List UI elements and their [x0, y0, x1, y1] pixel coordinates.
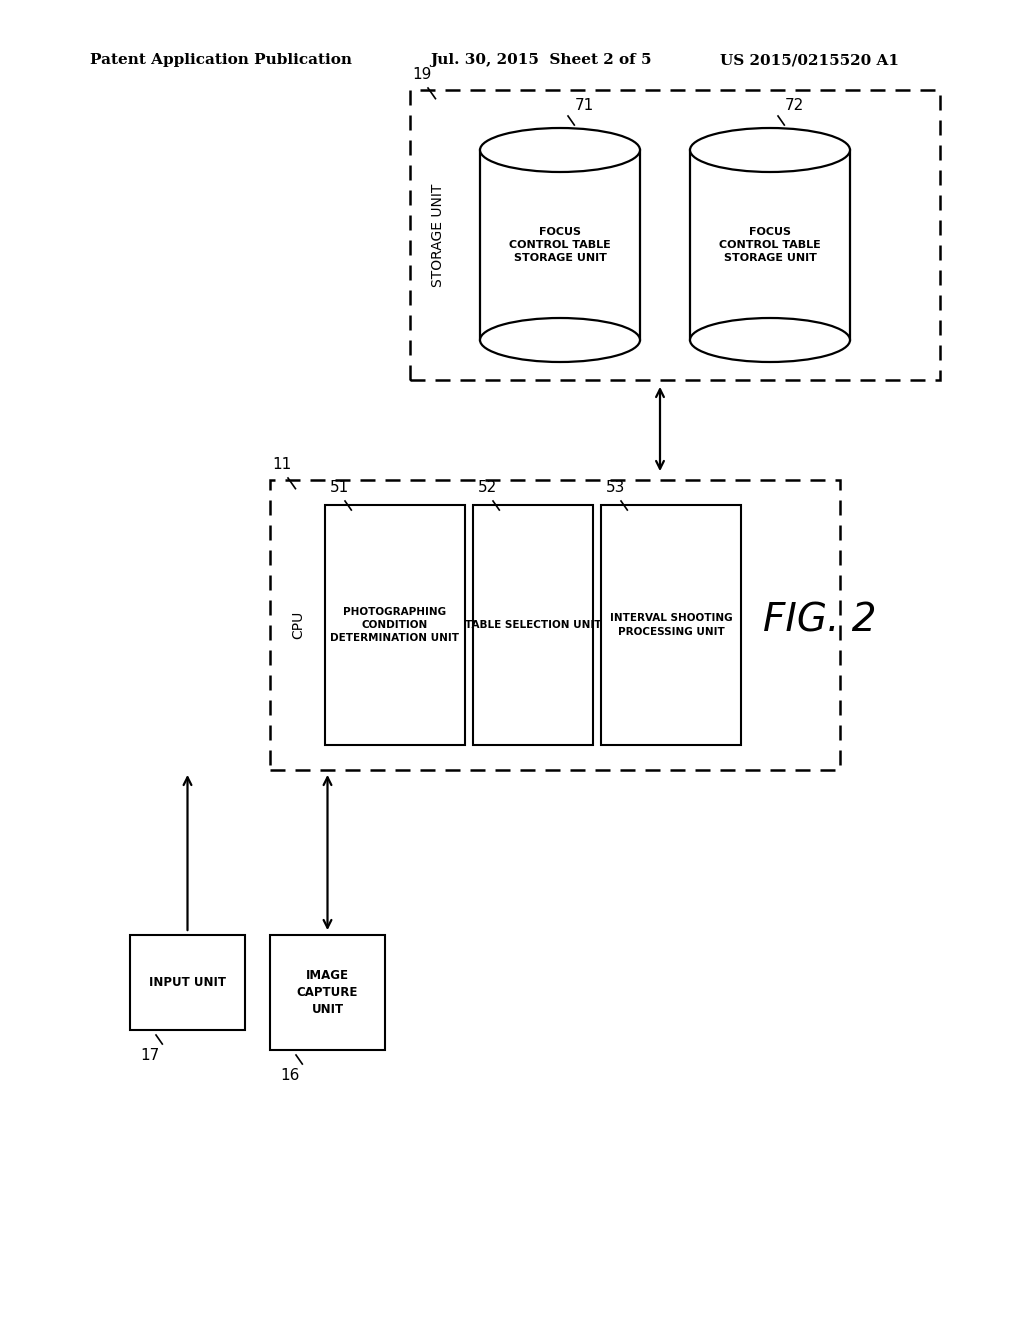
Text: 53: 53 — [606, 480, 626, 495]
Ellipse shape — [690, 318, 850, 362]
Text: INPUT UNIT: INPUT UNIT — [150, 975, 226, 989]
Text: 51: 51 — [330, 480, 349, 495]
Text: FOCUS
CONTROL TABLE
STORAGE UNIT: FOCUS CONTROL TABLE STORAGE UNIT — [509, 227, 611, 263]
Ellipse shape — [480, 318, 640, 362]
Text: TABLE SELECTION UNIT: TABLE SELECTION UNIT — [465, 620, 601, 630]
Text: 71: 71 — [575, 98, 594, 114]
Text: 72: 72 — [785, 98, 804, 114]
Ellipse shape — [690, 128, 850, 172]
Bar — [270, 935, 385, 1049]
Text: 11: 11 — [272, 457, 291, 473]
Bar — [325, 506, 465, 744]
Text: FIG. 2: FIG. 2 — [763, 601, 877, 639]
Text: STORAGE UNIT: STORAGE UNIT — [431, 183, 445, 286]
Bar — [690, 150, 850, 341]
Bar — [473, 506, 593, 744]
Bar — [410, 90, 940, 380]
Text: 16: 16 — [280, 1068, 299, 1082]
Bar — [130, 935, 245, 1030]
Text: 52: 52 — [478, 480, 498, 495]
Text: Patent Application Publication: Patent Application Publication — [90, 53, 352, 67]
Text: FOCUS
CONTROL TABLE
STORAGE UNIT: FOCUS CONTROL TABLE STORAGE UNIT — [719, 227, 821, 263]
Text: Jul. 30, 2015  Sheet 2 of 5: Jul. 30, 2015 Sheet 2 of 5 — [430, 53, 651, 67]
Text: PHOTOGRAPHING
CONDITION
DETERMINATION UNIT: PHOTOGRAPHING CONDITION DETERMINATION UN… — [331, 607, 460, 643]
Text: 19: 19 — [412, 67, 431, 82]
Text: INTERVAL SHOOTING
PROCESSING UNIT: INTERVAL SHOOTING PROCESSING UNIT — [609, 614, 732, 636]
Text: IMAGE
CAPTURE
UNIT: IMAGE CAPTURE UNIT — [297, 969, 358, 1016]
Text: 17: 17 — [140, 1048, 160, 1063]
Bar — [270, 480, 840, 770]
Text: CPU: CPU — [291, 611, 305, 639]
Text: US 2015/0215520 A1: US 2015/0215520 A1 — [720, 53, 899, 67]
Bar — [480, 150, 640, 341]
Bar — [601, 506, 741, 744]
Ellipse shape — [480, 128, 640, 172]
